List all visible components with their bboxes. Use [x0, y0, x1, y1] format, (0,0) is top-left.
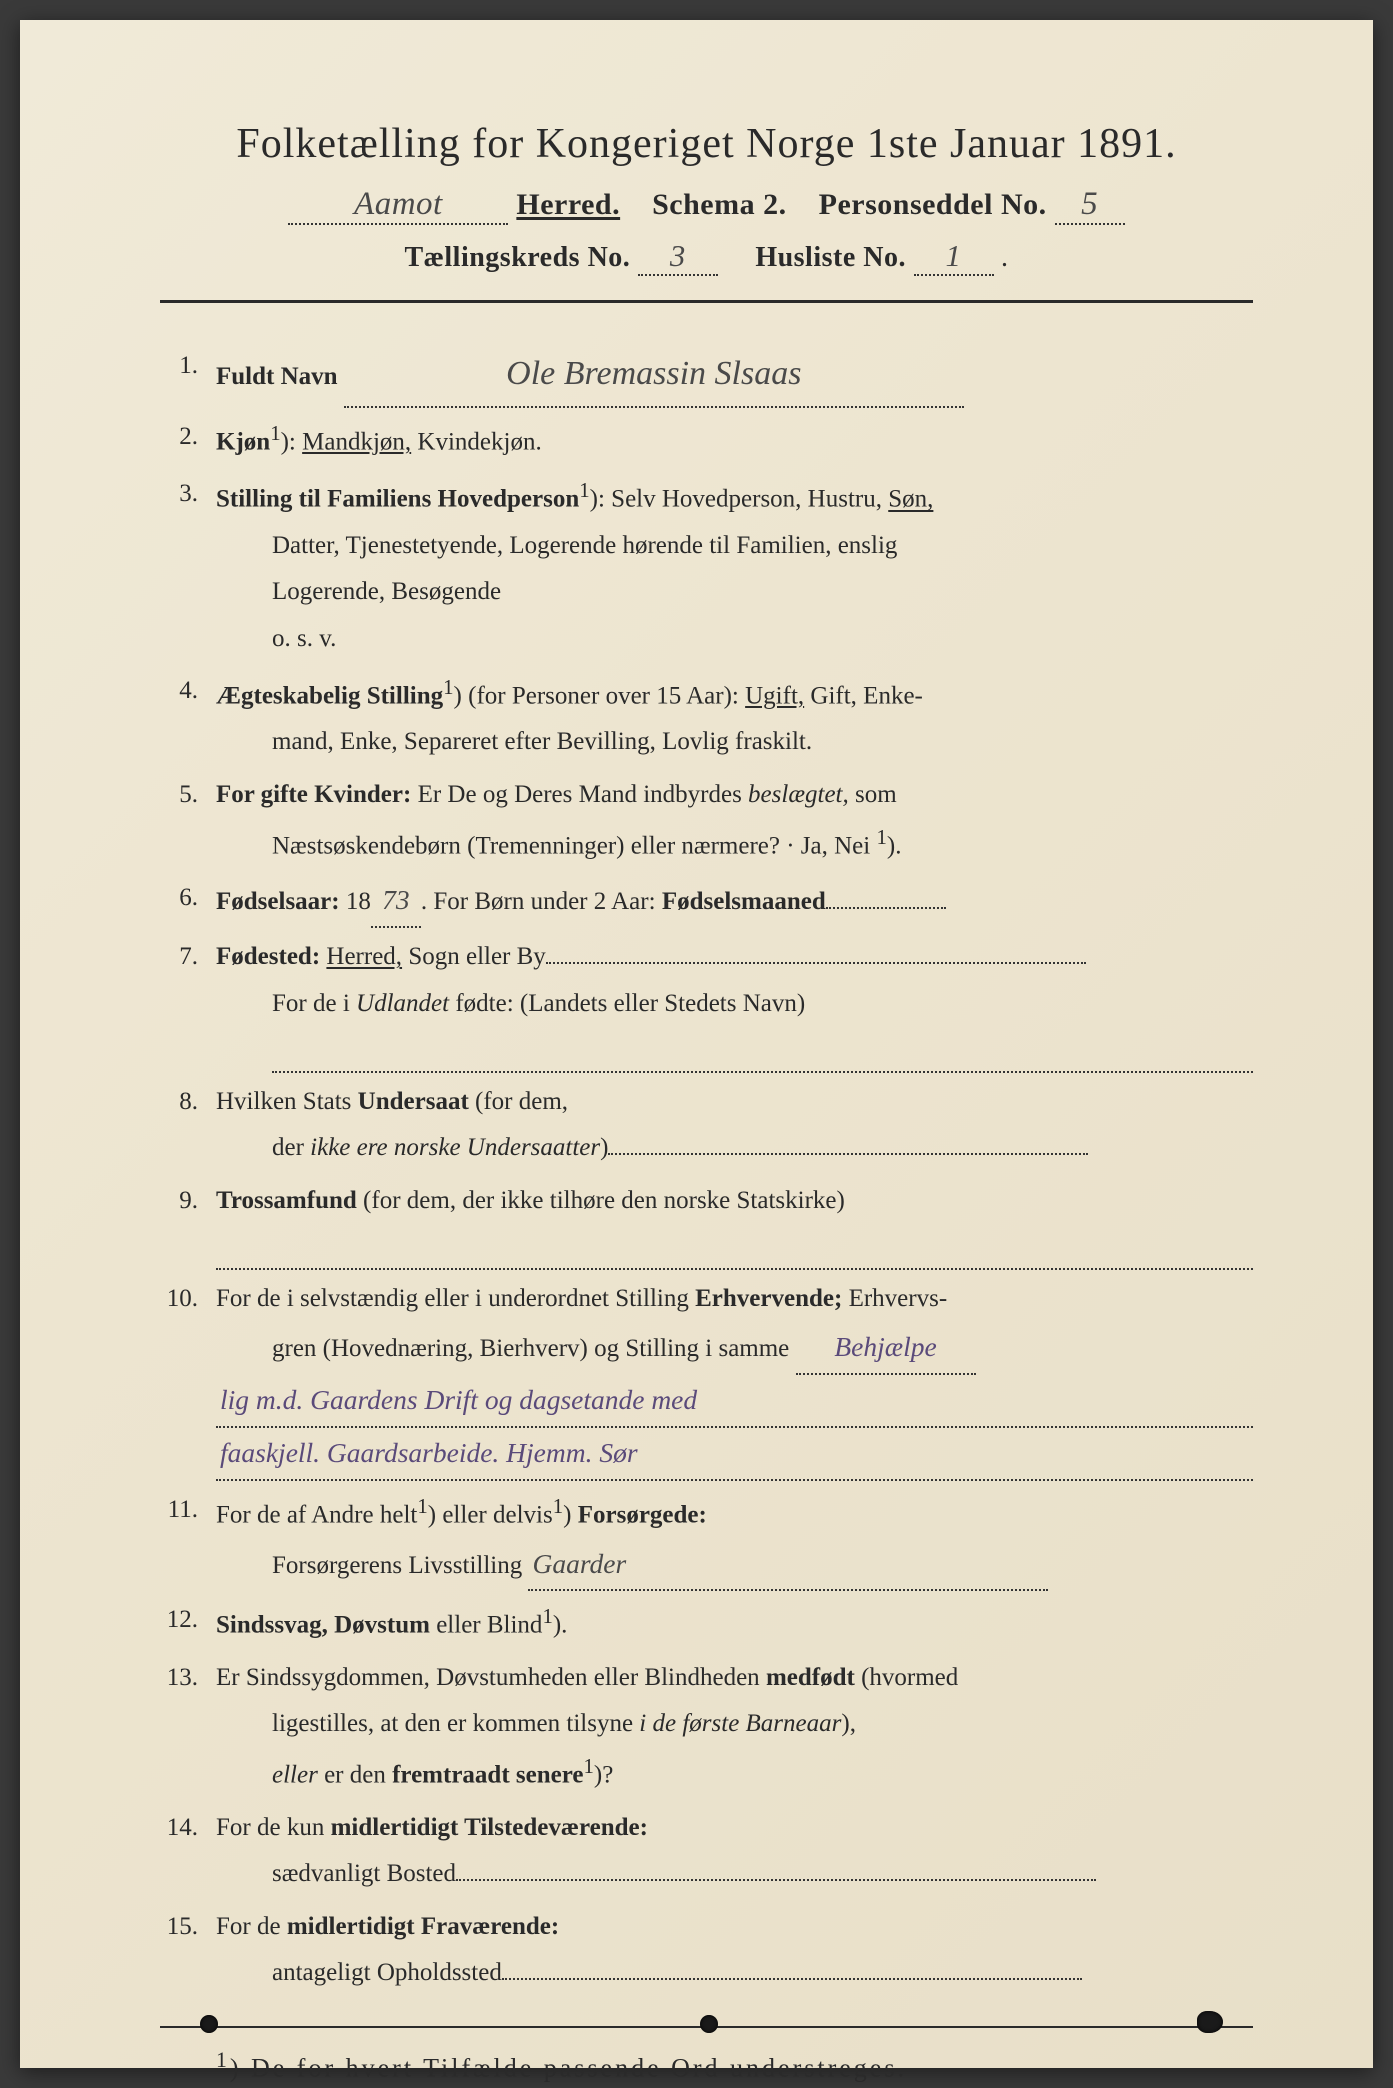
punch-hole: [700, 2015, 718, 2033]
opt-mandkjon: Mandkjøn,: [302, 428, 411, 455]
entry-9: 9. Trossamfund (for dem, der ikke tilhør…: [160, 1178, 1253, 1271]
entry-7: 7. Fødested: Herred, Sogn eller By For d…: [160, 934, 1253, 1073]
entry-num: 8.: [160, 1079, 216, 1172]
schema-label: Schema 2.: [652, 188, 787, 221]
header-row-2: Tællingskreds No. 3 Husliste No. 1 .: [160, 239, 1253, 276]
form-header: Folketælling for Kongeriget Norge 1ste J…: [160, 120, 1253, 276]
entry-num: 11.: [160, 1487, 216, 1591]
hand-value: Behjælpe: [796, 1322, 976, 1375]
entry-14: 14. For de kun midlertidigt Tilstedevære…: [160, 1805, 1253, 1898]
entry-num: 3.: [160, 471, 216, 661]
entry-3: 3. Stilling til Familiens Hovedperson1):…: [160, 471, 1253, 661]
line: o. s. v.: [216, 616, 1253, 662]
personseddel-label: Personseddel No.: [819, 188, 1047, 221]
hand-value: Gaarder: [528, 1539, 1048, 1592]
entry-6: 6. Fødselsaar: 1873. For Børn under 2 Aa…: [160, 875, 1253, 928]
opt-ugift: Ugift,: [745, 682, 804, 709]
entry-num: 9.: [160, 1178, 216, 1271]
header-row-1: Aamot Herred. Schema 2. Personseddel No.…: [160, 186, 1253, 225]
entry-8: 8. Hvilken Stats Undersaat (for dem, der…: [160, 1079, 1253, 1172]
sup: 1: [270, 421, 280, 445]
entry-num: 15.: [160, 1904, 216, 1997]
label-fodselsaar: Fødselsaar:: [216, 888, 340, 915]
label-kjon: Kjøn: [216, 428, 270, 455]
label-forsorgede: Forsørgede:: [578, 1501, 707, 1528]
hand-value: faaskjell. Gaardsarbeide. Hjemm. Sør: [216, 1428, 1253, 1481]
header-divider: [160, 300, 1253, 303]
punch-hole: [1197, 2011, 1223, 2033]
entry-num: 10.: [160, 1276, 216, 1481]
label-undersaat: Undersaat: [358, 1088, 469, 1115]
kreds-no: 3: [638, 239, 718, 276]
entry-10: 10. For de i selvstændig eller i underor…: [160, 1276, 1253, 1481]
entry-13: 13. Er Sindssygdommen, Døvstumheden elle…: [160, 1655, 1253, 1799]
line: mand, Enke, Separeret efter Bevilling, L…: [216, 719, 1253, 765]
opt-kvindekjon: Kvindekjøn.: [411, 428, 542, 455]
label-tilstede: midlertidigt Tilstedeværende:: [331, 1814, 648, 1841]
label-stilling: Stilling til Familiens Hovedperson: [216, 486, 579, 513]
line: Logerende, Besøgende: [216, 569, 1253, 615]
herred-label: Herred.: [516, 188, 620, 221]
main-title: Folketælling for Kongeriget Norge 1ste J…: [160, 120, 1253, 168]
husliste-no: 1: [914, 239, 994, 276]
footnote: 1) De for hvert Tilfælde passende Ord un…: [160, 2048, 1253, 2084]
kreds-label: Tællingskreds No.: [404, 242, 630, 273]
label-fodested: Fødested:: [216, 943, 320, 970]
punch-hole: [200, 2015, 218, 2033]
entry-num: 5.: [160, 772, 216, 870]
form-entries: 1. Fuldt Navn Ole Bremassin Slsaas 2. Kj…: [160, 343, 1253, 1996]
line: Datter, Tjenestetyende, Logerende hørend…: [216, 523, 1253, 569]
personseddel-no: 5: [1055, 186, 1125, 225]
label-erhvervende: Erhvervende;: [695, 1285, 842, 1312]
entry-num: 1.: [160, 343, 216, 408]
entry-num: 13.: [160, 1655, 216, 1799]
herred-field: Aamot: [288, 186, 508, 225]
census-form-page: Folketælling for Kongeriget Norge 1ste J…: [20, 20, 1373, 2068]
entry-2: 2. Kjøn1): Mandkjøn, Kvindekjøn.: [160, 414, 1253, 466]
hand-value: lig m.d. Gaardens Drift og dagsetande me…: [216, 1375, 1253, 1428]
entry-num: 14.: [160, 1805, 216, 1898]
entry-num: 7.: [160, 934, 216, 1073]
entry-12: 12. Sindssvag, Døvstum eller Blind1).: [160, 1597, 1253, 1649]
entry-11: 11. For de af Andre helt1) eller delvis1…: [160, 1487, 1253, 1591]
opt-herred: Herred,: [326, 943, 402, 970]
label-fravaerende: midlertidigt Fraværende:: [287, 1913, 559, 1940]
entry-num: 2.: [160, 414, 216, 466]
name-value: Ole Bremassin Slsaas: [344, 343, 964, 408]
label-gifte-kvinder: For gifte Kvinder:: [216, 781, 411, 808]
opt-son: Søn,: [888, 486, 933, 513]
entry-15: 15. For de midlertidigt Fraværende: anta…: [160, 1904, 1253, 1997]
entry-5: 5. For gifte Kvinder: Er De og Deres Man…: [160, 772, 1253, 870]
entry-4: 4. Ægteskabelig Stilling1) (for Personer…: [160, 668, 1253, 766]
label-fuldt-navn: Fuldt Navn: [216, 363, 338, 390]
year-value: 73: [371, 875, 421, 928]
label-trossamfund: Trossamfund: [216, 1187, 357, 1214]
label-aegteskab: Ægteskabelig Stilling: [216, 682, 443, 709]
label-medfodt: medfødt: [766, 1664, 855, 1691]
entry-num: 4.: [160, 668, 216, 766]
entry-num: 6.: [160, 875, 216, 928]
entry-num: 12.: [160, 1597, 216, 1649]
entry-1: 1. Fuldt Navn Ole Bremassin Slsaas: [160, 343, 1253, 408]
label-sindssvag: Sindssvag, Døvstum: [216, 1612, 430, 1639]
husliste-label: Husliste No.: [755, 242, 906, 273]
